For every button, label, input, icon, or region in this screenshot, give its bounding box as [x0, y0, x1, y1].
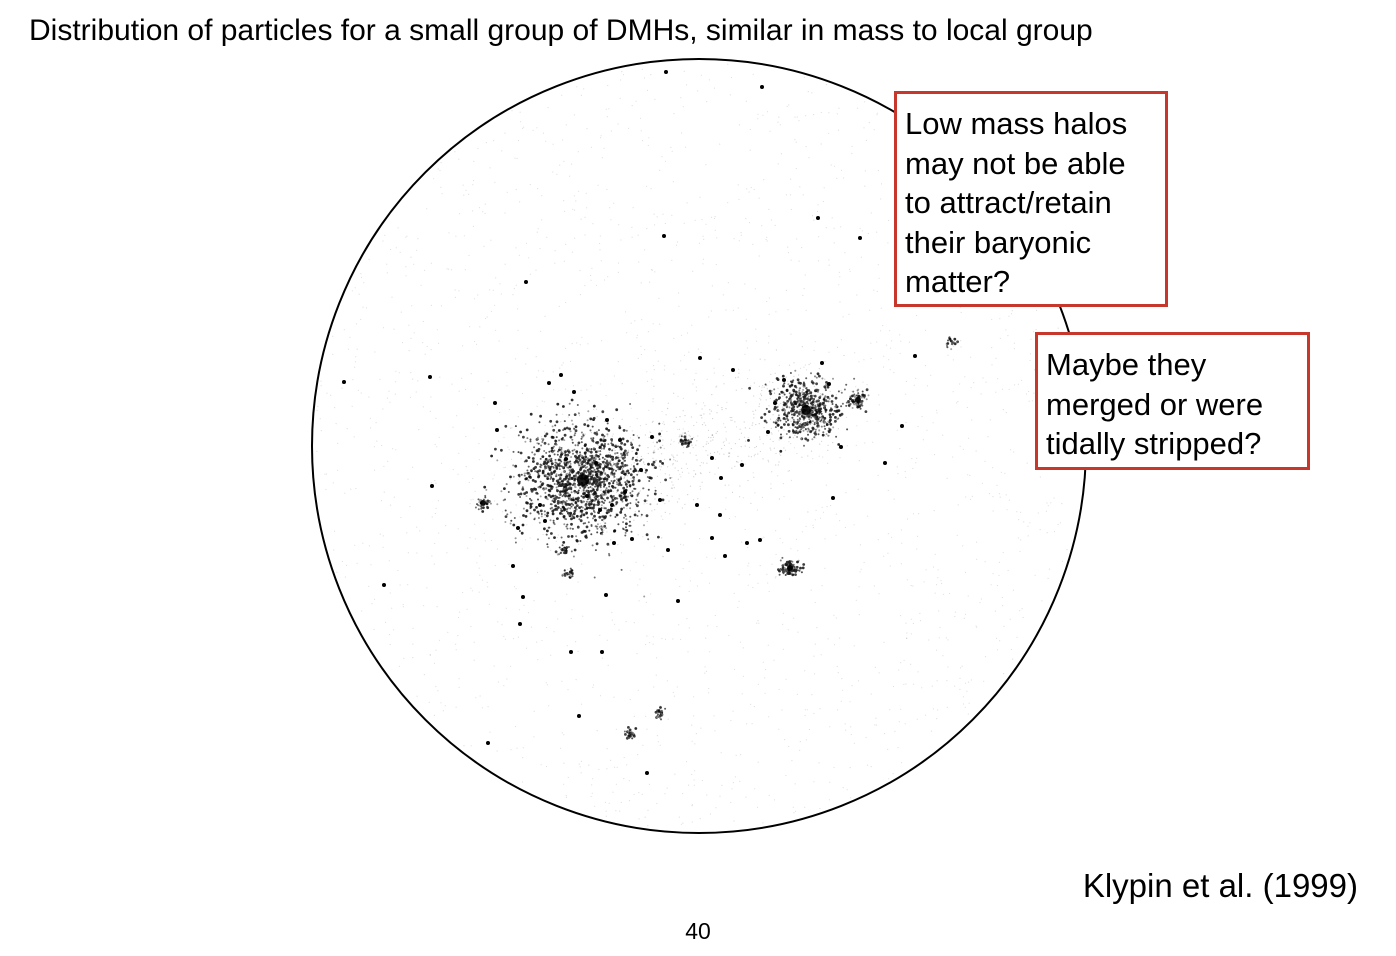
callout-low-mass-line: matter? [905, 264, 1011, 299]
callout-merged-line: tidally stripped? [1046, 426, 1262, 461]
callout-low-mass-line: may not be able [905, 145, 1126, 181]
callout-merged-line: Maybe they [1046, 347, 1207, 382]
callout-merged-line: merged or were [1046, 386, 1264, 422]
callout-low-mass-line: their baryonic [905, 224, 1092, 260]
callout-low-mass-line: to attract/retain [905, 185, 1112, 220]
subhalo-points-layer [342, 70, 917, 775]
page-number: 40 [685, 918, 711, 944]
callout-low-mass-line: Low mass halos [905, 106, 1128, 141]
slide-title: Distribution of particles for a small gr… [29, 14, 1093, 47]
halo-cluster-layer [474, 336, 959, 740]
callout-low-mass-halos: Low mass halos may not be able to attrac… [894, 91, 1168, 307]
diffuse-particle-layer [316, 63, 1077, 827]
callout-merged-stripped: Maybe they merged or were tidally stripp… [1035, 332, 1310, 470]
citation: Klypin et al. (1999) [1082, 867, 1358, 904]
